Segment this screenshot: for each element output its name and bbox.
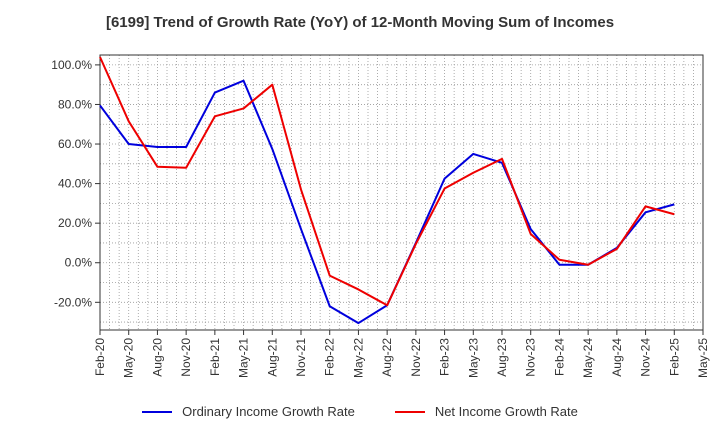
x-tick-label: May-21	[237, 338, 251, 378]
x-tick-label: Nov-21	[294, 338, 308, 377]
y-tick-label: 100.0%	[51, 58, 92, 72]
x-tick-label: Feb-23	[438, 338, 452, 376]
x-tick-label: Feb-21	[208, 338, 222, 376]
x-tick-label: Nov-22	[409, 338, 423, 377]
legend: Ordinary Income Growth Rate Net Income G…	[0, 404, 720, 419]
y-tick-label: 80.0%	[58, 97, 92, 111]
x-tick-label: Aug-20	[150, 338, 164, 377]
x-tick-label: Aug-24	[610, 338, 624, 377]
x-tick-label: Feb-24	[552, 338, 566, 376]
x-tick-label: Aug-21	[265, 338, 279, 377]
plot-area	[100, 55, 703, 330]
x-tick-label: May-23	[466, 338, 480, 378]
x-tick-label: Aug-23	[495, 338, 509, 377]
plot-frame	[99, 54, 704, 331]
y-tick-label: -20.0%	[54, 295, 92, 309]
y-tick-label: 40.0%	[58, 177, 92, 191]
series-line-net-income	[99, 56, 675, 307]
x-tick-label: Feb-20	[93, 338, 107, 376]
chart-title: [6199] Trend of Growth Rate (YoY) of 12-…	[105, 14, 615, 31]
x-tick-label: May-22	[351, 338, 365, 378]
legend-label-ordinary: Ordinary Income Growth Rate	[182, 404, 355, 419]
x-tick-label: May-25	[696, 338, 710, 378]
x-tick-label: Feb-25	[667, 338, 681, 376]
legend-item-ordinary: Ordinary Income Growth Rate	[142, 404, 355, 419]
y-tick-label: 20.0%	[58, 216, 92, 230]
x-tick-label: May-24	[581, 338, 595, 378]
legend-swatch-ordinary	[142, 410, 173, 413]
y-tick-label: 0.0%	[65, 256, 93, 270]
y-tick-label: 60.0%	[58, 137, 92, 151]
x-tick-label: Aug-22	[380, 338, 394, 377]
legend-label-net: Net Income Growth Rate	[434, 404, 578, 419]
x-tick-label: Nov-24	[639, 338, 653, 377]
x-tick-label: Feb-22	[323, 338, 337, 376]
x-tick-label: May-20	[122, 338, 136, 378]
x-tick-label: Nov-23	[524, 338, 538, 377]
legend-swatch-net	[394, 410, 425, 413]
legend-item-net: Net Income Growth Rate	[394, 404, 578, 419]
x-tick-label: Nov-20	[179, 338, 193, 377]
